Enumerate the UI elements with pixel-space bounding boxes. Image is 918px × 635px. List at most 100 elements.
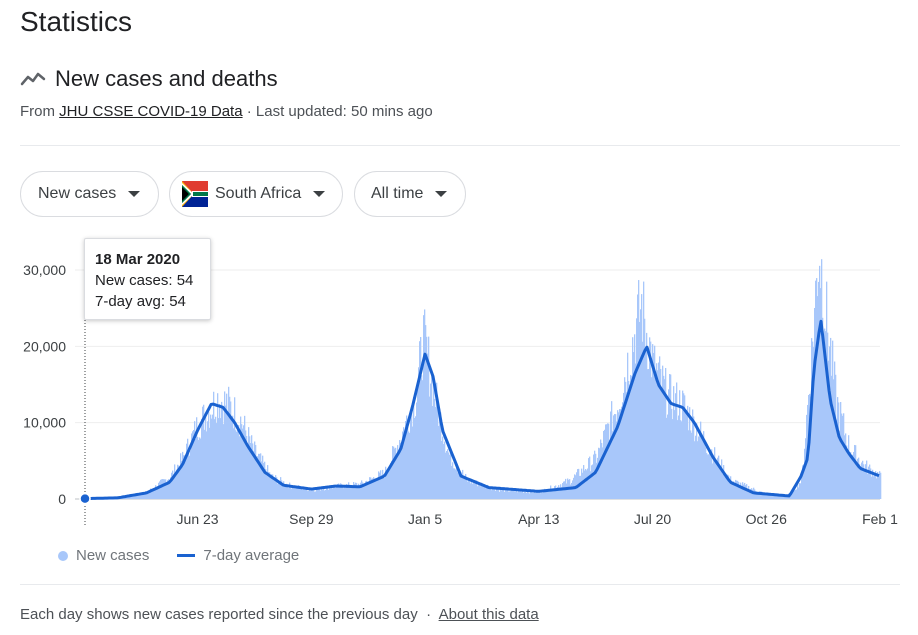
new-cases-bar: [442, 436, 444, 499]
new-cases-bar: [483, 487, 485, 499]
new-cases-bar: [875, 470, 877, 499]
new-cases-bar: [656, 363, 658, 499]
new-cases-bar: [800, 483, 802, 499]
new-cases-bar: [300, 488, 302, 499]
new-cases-bar: [286, 483, 288, 499]
new-cases-bar: [771, 493, 773, 499]
region-dropdown-label: South Africa: [215, 185, 302, 202]
new-cases-bar: [619, 409, 621, 499]
new-cases-bar: [476, 480, 478, 499]
new-cases-bar: [732, 483, 734, 499]
source-link[interactable]: JHU CSSE COVID-19 Data: [59, 103, 243, 120]
new-cases-bar: [590, 471, 592, 499]
new-cases-bar: [357, 485, 359, 499]
about-data-link[interactable]: About this data: [438, 606, 539, 623]
new-cases-bar: [139, 493, 141, 499]
new-cases-bar: [749, 490, 751, 499]
new-cases-bar: [462, 469, 464, 499]
chevron-down-icon: [313, 191, 326, 197]
new-cases-bar: [363, 484, 365, 499]
new-cases-bar: [131, 495, 133, 499]
new-cases-bar: [577, 469, 579, 499]
new-cases-bar: [810, 396, 812, 499]
new-cases-bar: [234, 397, 236, 499]
range-dropdown[interactable]: All time: [354, 171, 466, 217]
new-cases-bar: [730, 476, 732, 499]
new-cases-bar: [505, 488, 507, 499]
new-cases-bar: [296, 485, 298, 499]
new-cases-bar: [249, 436, 251, 499]
new-cases-bar: [532, 492, 534, 499]
new-cases-bar: [683, 393, 685, 499]
new-cases-bar: [163, 479, 165, 499]
new-cases-bar: [258, 453, 260, 499]
new-cases-bar: [812, 341, 814, 499]
new-cases-bar: [736, 480, 738, 499]
new-cases-bar: [169, 480, 171, 499]
new-cases-bar: [167, 480, 169, 499]
new-cases-bar: [766, 494, 768, 499]
new-cases-bar: [237, 428, 239, 499]
new-cases-bar: [836, 419, 838, 499]
new-cases-bar: [772, 494, 774, 499]
new-cases-bar: [423, 315, 425, 499]
new-cases-bar: [178, 465, 180, 499]
new-cases-bar: [209, 427, 211, 499]
new-cases-bar: [210, 414, 212, 499]
new-cases-bar: [318, 488, 320, 499]
new-cases-bar: [580, 475, 582, 499]
new-cases-bar: [533, 492, 535, 499]
new-cases-bar: [755, 490, 757, 499]
new-cases-bar: [231, 418, 233, 499]
new-cases-bar: [247, 447, 249, 499]
new-cases-bar: [698, 436, 700, 499]
new-cases-bar: [410, 410, 412, 499]
new-cases-bar: [658, 362, 660, 499]
new-cases-bar: [154, 488, 156, 499]
new-cases-bar: [242, 428, 244, 499]
new-cases-bar: [878, 475, 880, 499]
new-cases-bar: [206, 431, 208, 499]
new-cases-bar: [613, 415, 615, 499]
new-cases-bar: [579, 475, 581, 499]
new-cases-bar: [618, 412, 620, 499]
new-cases-bar: [310, 490, 312, 499]
metric-dropdown[interactable]: New cases: [20, 171, 159, 217]
chart-legend: New cases 7-day average: [58, 547, 299, 564]
new-cases-bar: [713, 460, 715, 499]
new-cases-bar: [876, 478, 878, 499]
new-cases-bar: [633, 352, 635, 499]
x-tick-label: Jul 20: [634, 511, 672, 527]
new-cases-bar: [165, 479, 167, 499]
new-cases-bar: [248, 427, 250, 499]
new-cases-bar: [570, 484, 572, 499]
new-cases-bar: [146, 492, 148, 499]
new-cases-bar: [257, 456, 259, 499]
metric-dropdown-label: New cases: [38, 185, 117, 202]
region-dropdown[interactable]: South Africa: [169, 171, 343, 217]
tooltip-cases: New cases: 54: [95, 272, 194, 289]
new-cases-bar: [863, 464, 865, 499]
new-cases-bar: [213, 391, 215, 499]
new-cases-bar: [327, 485, 329, 499]
new-cases-bar: [815, 280, 817, 499]
cases-chart[interactable]: 0 10,000 20,000 30,000 Jun 23 Sep 29 Jan 5 Apr…: [0, 230, 918, 540]
new-cases-bar: [841, 413, 843, 499]
new-cases-bar: [748, 485, 750, 499]
new-cases-bar: [847, 451, 849, 499]
new-cases-bar: [582, 472, 584, 499]
new-cases-bar: [439, 408, 441, 499]
new-cases-bar: [204, 429, 206, 499]
new-cases-bar: [804, 448, 806, 499]
new-cases-bar: [612, 431, 614, 499]
new-cases-bar: [621, 406, 623, 499]
new-cases-bar: [840, 401, 842, 499]
new-cases-bar: [839, 430, 841, 499]
new-cases-bar: [666, 417, 668, 499]
new-cases-bar: [464, 476, 466, 499]
new-cases-bar: [264, 461, 266, 499]
new-cases-bar: [189, 455, 191, 499]
new-cases-bar: [860, 467, 862, 499]
new-cases-bar: [513, 489, 515, 499]
footer: Each day shows new cases reported since …: [20, 606, 539, 623]
